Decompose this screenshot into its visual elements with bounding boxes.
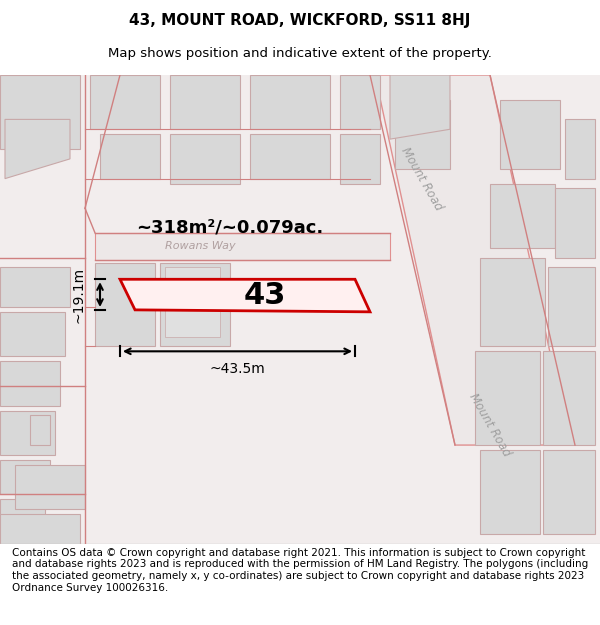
Polygon shape (0, 514, 80, 544)
Text: 43: 43 (244, 281, 286, 309)
Text: ~43.5m: ~43.5m (209, 362, 265, 376)
Polygon shape (543, 450, 595, 534)
Polygon shape (565, 119, 595, 179)
Polygon shape (120, 279, 370, 312)
Polygon shape (0, 361, 60, 406)
Polygon shape (543, 351, 595, 445)
Polygon shape (30, 416, 50, 445)
Polygon shape (390, 75, 450, 139)
Polygon shape (250, 134, 330, 179)
Polygon shape (5, 119, 70, 179)
Text: 43, MOUNT ROAD, WICKFORD, SS11 8HJ: 43, MOUNT ROAD, WICKFORD, SS11 8HJ (130, 14, 470, 29)
Polygon shape (0, 499, 45, 544)
Polygon shape (480, 258, 545, 346)
Text: Rowans Way: Rowans Way (164, 241, 235, 251)
Polygon shape (555, 189, 595, 258)
Polygon shape (340, 75, 380, 129)
Polygon shape (490, 184, 555, 248)
Polygon shape (395, 99, 450, 169)
Polygon shape (0, 75, 80, 149)
Polygon shape (0, 268, 70, 307)
Polygon shape (95, 262, 155, 346)
Polygon shape (500, 99, 560, 169)
Polygon shape (0, 75, 600, 544)
Text: ~19.1m: ~19.1m (71, 266, 85, 322)
Polygon shape (340, 134, 380, 184)
Polygon shape (548, 268, 595, 346)
Polygon shape (160, 262, 230, 346)
Polygon shape (170, 134, 240, 184)
Polygon shape (90, 75, 160, 129)
Text: Mount Road: Mount Road (467, 391, 514, 459)
Polygon shape (480, 450, 540, 534)
Polygon shape (375, 75, 570, 445)
Text: Contains OS data © Crown copyright and database right 2021. This information is : Contains OS data © Crown copyright and d… (12, 548, 588, 592)
Text: ~318m²/~0.079ac.: ~318m²/~0.079ac. (136, 219, 323, 237)
Polygon shape (475, 351, 540, 445)
Polygon shape (250, 75, 330, 129)
Polygon shape (95, 233, 390, 259)
Polygon shape (0, 460, 50, 494)
Polygon shape (0, 312, 65, 356)
Polygon shape (0, 411, 55, 455)
Polygon shape (15, 465, 85, 509)
Polygon shape (165, 268, 220, 336)
Polygon shape (100, 134, 160, 179)
Text: Mount Road: Mount Road (398, 144, 445, 212)
Polygon shape (170, 75, 240, 129)
Text: Map shows position and indicative extent of the property.: Map shows position and indicative extent… (108, 48, 492, 61)
